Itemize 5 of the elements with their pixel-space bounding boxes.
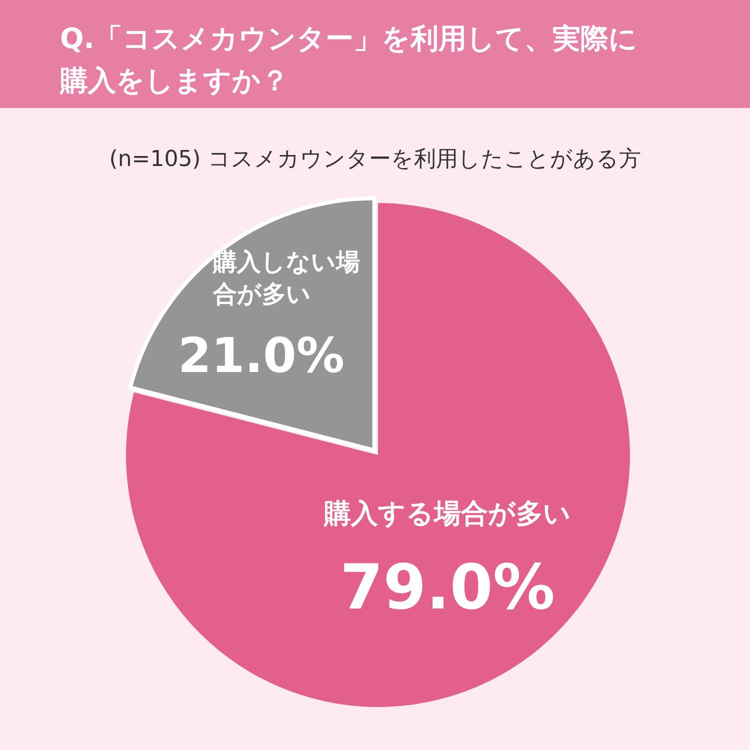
slice-label: 購入する場合が多い <box>323 498 572 530</box>
data-label: 21.0% <box>178 328 345 384</box>
chart-subtitle: (n=105) コスメカウンターを利用したことがある方 <box>109 147 641 172</box>
data-label: 79.0% <box>340 550 556 624</box>
chart-title: Q.「コスメカウンター」を利用して、実際に購入をしますか？ <box>59 22 638 97</box>
